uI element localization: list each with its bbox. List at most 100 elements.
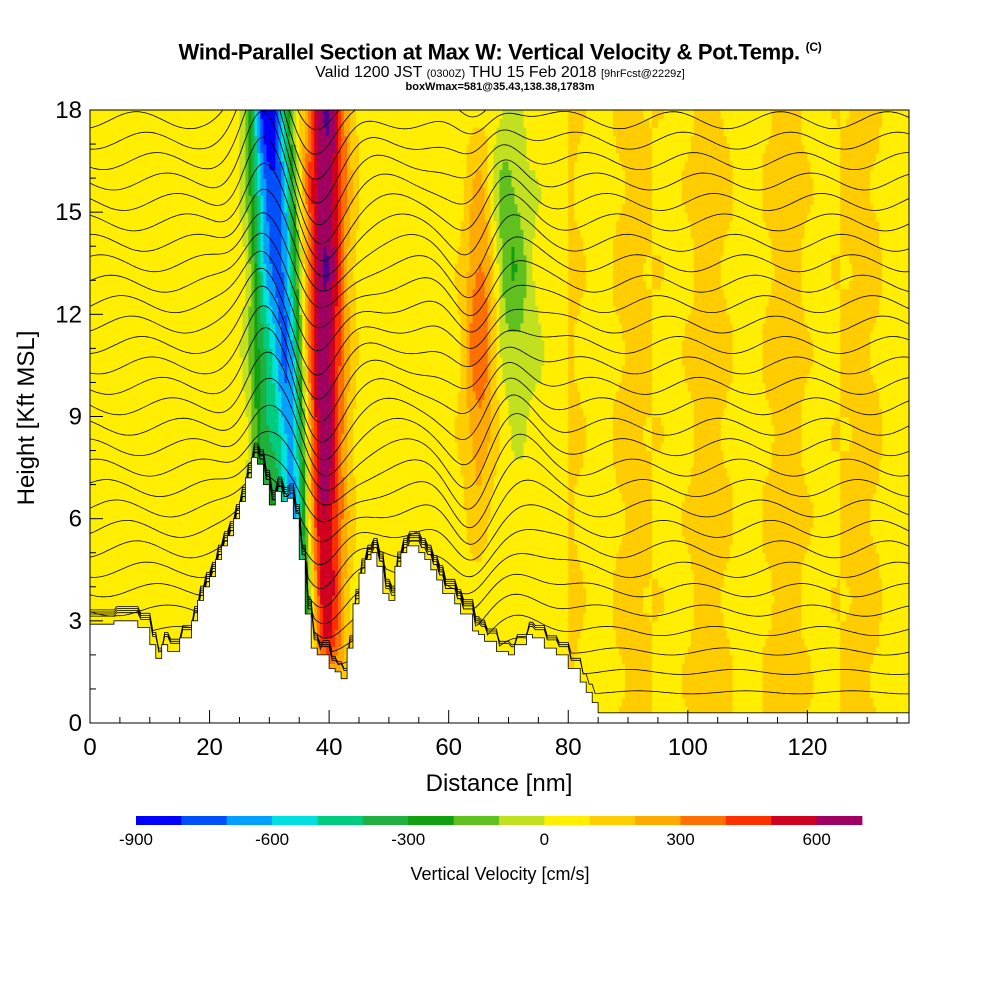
field-cell bbox=[577, 314, 581, 392]
field-cell bbox=[520, 229, 525, 324]
field-cell bbox=[287, 135, 291, 171]
field-cell bbox=[257, 152, 261, 196]
field-cell bbox=[613, 110, 617, 137]
field-cell bbox=[577, 229, 581, 315]
field-cell bbox=[556, 110, 560, 723]
field-cell bbox=[290, 144, 294, 179]
field-cell bbox=[687, 552, 692, 647]
field-cell bbox=[538, 382, 542, 723]
field-cell bbox=[840, 127, 844, 256]
field-cell bbox=[651, 578, 656, 622]
field-cell bbox=[550, 110, 554, 723]
field-cell bbox=[418, 110, 423, 723]
field-cell bbox=[879, 620, 883, 723]
field-cell bbox=[454, 416, 459, 443]
field-cell bbox=[302, 459, 306, 537]
field-cell bbox=[807, 654, 811, 707]
field-cell bbox=[849, 442, 853, 596]
field-cell bbox=[526, 416, 530, 723]
colorbar-swatch bbox=[272, 816, 318, 825]
field-cell bbox=[810, 110, 814, 179]
field-cell bbox=[684, 212, 689, 324]
field-cell bbox=[568, 110, 572, 723]
field-cell bbox=[376, 110, 381, 723]
field-cell bbox=[645, 416, 650, 452]
field-cell bbox=[687, 314, 692, 392]
field-cell bbox=[648, 578, 653, 622]
field-cell bbox=[807, 161, 811, 213]
field-cell bbox=[236, 110, 241, 723]
field-cell bbox=[574, 322, 578, 384]
field-cell bbox=[870, 663, 874, 699]
field-cell bbox=[876, 110, 880, 154]
field-cell bbox=[735, 110, 740, 723]
field-cell bbox=[681, 697, 686, 723]
field-cell bbox=[768, 629, 773, 723]
field-cell bbox=[598, 110, 602, 723]
field-cell bbox=[834, 118, 838, 256]
field-cell bbox=[723, 467, 728, 571]
field-cell bbox=[780, 110, 785, 723]
field-cell bbox=[879, 407, 883, 460]
field-cell bbox=[876, 220, 880, 315]
field-cell bbox=[332, 110, 336, 154]
field-cell bbox=[353, 280, 357, 409]
field-cell bbox=[634, 110, 638, 723]
field-cell bbox=[481, 127, 486, 188]
field-cell bbox=[511, 186, 516, 247]
y-tick-label: 15 bbox=[55, 199, 82, 226]
field-cell bbox=[843, 110, 847, 128]
field-cell bbox=[335, 629, 339, 656]
field-cell bbox=[347, 390, 351, 511]
field-cell bbox=[891, 110, 895, 723]
field-cell bbox=[693, 110, 698, 723]
field-cell bbox=[762, 322, 767, 384]
field-cell bbox=[320, 603, 324, 647]
field-cell bbox=[460, 220, 465, 477]
field-cell bbox=[514, 203, 519, 264]
field-cell bbox=[194, 110, 199, 723]
field-cell bbox=[296, 152, 300, 230]
field-cell bbox=[619, 110, 623, 162]
field-cell bbox=[493, 297, 498, 477]
field-cell bbox=[580, 297, 584, 409]
field-cell bbox=[846, 612, 850, 723]
colorbar: -900 -600 -300 0 300 600 bbox=[119, 816, 863, 849]
theta-contour bbox=[90, 442, 909, 652]
chart-subtitle: Valid 1200 JST (0300Z) THU 15 Feb 2018 [… bbox=[315, 64, 685, 82]
field-cell bbox=[263, 144, 267, 179]
field-cell bbox=[364, 110, 369, 723]
field-cell bbox=[894, 110, 898, 723]
field-cell bbox=[768, 569, 773, 630]
field-cell bbox=[619, 544, 623, 656]
field-cell bbox=[571, 110, 575, 723]
field-cell bbox=[810, 178, 814, 205]
field-cell bbox=[687, 220, 692, 315]
field-cell bbox=[628, 110, 632, 723]
field-cell bbox=[807, 373, 811, 494]
field-cell bbox=[487, 195, 492, 256]
field-cell bbox=[484, 110, 489, 137]
field-cell bbox=[484, 297, 489, 384]
field-cell bbox=[580, 629, 584, 723]
theta-contour bbox=[90, 451, 909, 529]
field-cell bbox=[903, 110, 907, 723]
field-cell bbox=[541, 339, 545, 367]
field-cell bbox=[840, 416, 844, 452]
field-cell bbox=[484, 544, 489, 723]
field-cell bbox=[433, 110, 438, 723]
field-cell bbox=[529, 169, 533, 401]
field-cell bbox=[341, 476, 345, 520]
field-cell bbox=[762, 152, 767, 222]
field-cell bbox=[732, 110, 737, 723]
field-cell bbox=[687, 110, 692, 154]
field-cell bbox=[723, 629, 728, 723]
field-cell bbox=[864, 110, 868, 723]
field-cell bbox=[454, 110, 459, 264]
field-cell bbox=[657, 612, 662, 723]
field-cell bbox=[227, 110, 232, 723]
field-cell bbox=[879, 459, 883, 579]
field-cell bbox=[362, 110, 366, 723]
field-cell bbox=[622, 365, 626, 503]
field-cell bbox=[870, 169, 874, 205]
